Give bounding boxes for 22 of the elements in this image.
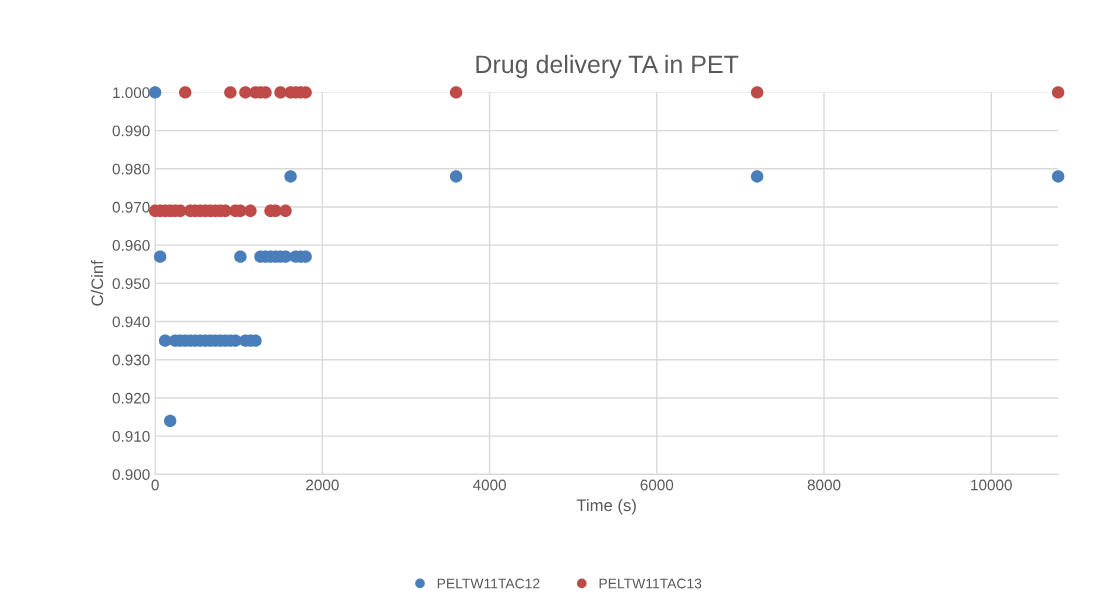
y-tick-label: 0.970: [112, 201, 150, 213]
y-tick-label: 0.990: [112, 125, 150, 137]
x-axis-title: Time (s): [576, 498, 636, 515]
y-tick-label: 0.980: [112, 163, 150, 175]
x-tick-label: 8000: [807, 479, 841, 491]
x-tick-label: 6000: [640, 479, 674, 491]
x-tick-label: 10000: [971, 479, 1012, 491]
chart-title: Drug delivery TA in PET: [476, 54, 739, 79]
x-tick-label: 2000: [306, 479, 339, 491]
y-tick-label: 0.910: [112, 431, 150, 442]
y-tick-label: 0.940: [112, 316, 150, 328]
x-tick-label: 0: [151, 479, 159, 491]
y-tick-label: 0.920: [112, 392, 150, 404]
y-tick-label: 0.950: [112, 278, 150, 290]
y-axis-title: C/Cinf: [90, 260, 104, 306]
y-tick-label: 0.930: [112, 354, 150, 366]
y-tick-label: 1.000: [113, 87, 150, 99]
legend-label: PELTW11TAC12: [437, 578, 540, 589]
legend-label: PELTW11TAC13: [599, 578, 702, 589]
y-tick-label: 0.960: [112, 240, 150, 251]
x-tick-label: 4000: [472, 479, 506, 491]
y-tick-label: 0.900: [112, 469, 150, 481]
